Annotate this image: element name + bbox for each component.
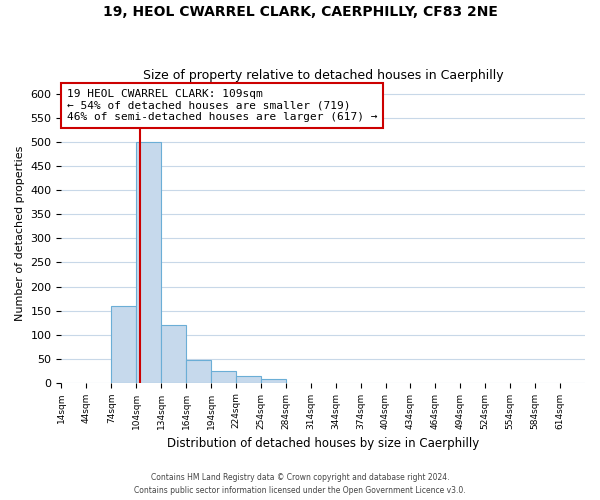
Y-axis label: Number of detached properties: Number of detached properties [15, 146, 25, 322]
Bar [136, 142, 161, 382]
Bar [236, 376, 261, 382]
Bar [186, 360, 211, 382]
Text: Contains HM Land Registry data © Crown copyright and database right 2024.
Contai: Contains HM Land Registry data © Crown c… [134, 473, 466, 495]
Bar [211, 370, 236, 382]
Bar [111, 306, 136, 382]
Bar [261, 379, 286, 382]
X-axis label: Distribution of detached houses by size in Caerphilly: Distribution of detached houses by size … [167, 437, 479, 450]
Text: 19, HEOL CWARREL CLARK, CAERPHILLY, CF83 2NE: 19, HEOL CWARREL CLARK, CAERPHILLY, CF83… [103, 5, 497, 19]
Text: 19 HEOL CWARREL CLARK: 109sqm
← 54% of detached houses are smaller (719)
46% of : 19 HEOL CWARREL CLARK: 109sqm ← 54% of d… [67, 89, 377, 122]
Title: Size of property relative to detached houses in Caerphilly: Size of property relative to detached ho… [143, 69, 503, 82]
Bar [161, 325, 186, 382]
